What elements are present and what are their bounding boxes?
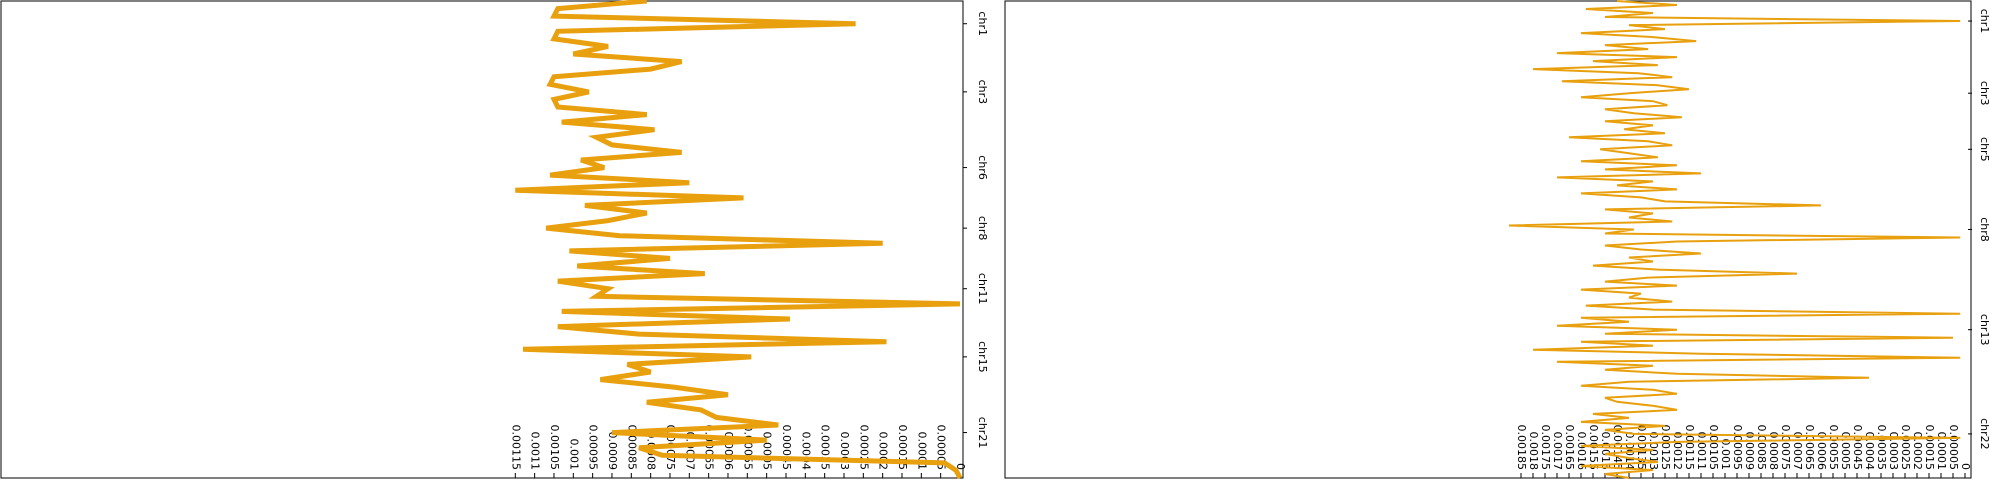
y-tick-label: 0.0004 — [1863, 432, 1876, 471]
x-tick-label: chr8 — [976, 216, 989, 241]
y-tick-label: 0.0006 — [1815, 432, 1828, 471]
x-tick-label: chr1 — [976, 11, 989, 36]
y-tick-label: 0.00065 — [703, 425, 716, 471]
y-tick-label: 0.0002 — [877, 432, 890, 471]
x-tick-label: chr3 — [976, 80, 989, 105]
y-tick-label: 0.0001 — [1935, 432, 1948, 471]
y-tick-label: 0.0018 — [1527, 432, 1540, 471]
y-tick-label: 0.00115 — [1683, 425, 1696, 471]
data-line — [1508, 0, 1961, 479]
y-tick-label: 0 — [1959, 463, 1972, 470]
y-tick-label: 0.00035 — [1875, 425, 1888, 471]
y-tick-label: 0.00005 — [935, 425, 948, 471]
x-tick-label: chr15 — [976, 341, 989, 373]
y-tick-label: 0.00115 — [509, 425, 522, 471]
y-tick-label: 0.001 — [1719, 439, 1732, 471]
y-tick-label: 0.00015 — [896, 425, 909, 471]
y-tick-label: 0.00105 — [548, 425, 561, 471]
y-tick-label: 0.0005 — [1839, 432, 1852, 471]
y-tick-label: 0.00045 — [780, 425, 793, 471]
data-line — [515, 0, 963, 480]
y-tick-label: 0.0011 — [529, 432, 542, 471]
x-tick-label: chr6 — [976, 155, 989, 180]
y-tick-label: 0.001 — [567, 439, 580, 471]
y-tick-label: 0.00015 — [1923, 425, 1936, 471]
y-tick-label: 0.00125 — [1659, 425, 1672, 471]
y-tick-label: 0.0005 — [761, 432, 774, 471]
y-tick-label: 0.00095 — [587, 425, 600, 471]
x-tick-label: chr8 — [1978, 217, 1990, 242]
y-tick-label: 0.00005 — [1947, 425, 1960, 471]
x-tick-label: chr1 — [1978, 9, 1990, 34]
y-tick-label: 0 — [954, 463, 967, 470]
y-tick-label: 0.0003 — [1887, 432, 1900, 471]
y-tick-label: 0.00175 — [1539, 425, 1552, 471]
plot-frame — [0, 0, 964, 479]
x-tick-label: chr22 — [1978, 418, 1990, 450]
y-tick-label: 0.0016 — [1575, 432, 1588, 471]
x-tick-label: chr3 — [1978, 81, 1990, 106]
y-tick-label: 0.0017 — [1551, 432, 1564, 471]
x-tick-label: chr5 — [1978, 137, 1990, 162]
y-tick-label: 0.00185 — [1515, 425, 1528, 471]
x-tick-label: chr21 — [976, 417, 989, 449]
y-tick-label: 0.0007 — [683, 432, 696, 471]
x-tick-label: chr11 — [976, 273, 989, 305]
y-tick-label: 0.00165 — [1563, 425, 1576, 471]
y-tick-label: 0.0004 — [799, 432, 812, 471]
y-tick-label: 0.00025 — [1899, 425, 1912, 471]
y-tick-label: 0.00035 — [819, 425, 832, 471]
y-tick-label: 0.0009 — [606, 432, 619, 471]
y-tick-label: 0.0015 — [1599, 432, 1612, 471]
y-tick-label: 0.0002 — [1911, 432, 1924, 471]
plot-frame — [1004, 0, 1972, 479]
y-tick-label: 0.0014 — [1623, 432, 1636, 471]
y-tick-label: 0.0003 — [838, 432, 851, 471]
y-tick-label: 0.00055 — [741, 425, 754, 471]
x-tick-label: chr13 — [1978, 314, 1990, 346]
